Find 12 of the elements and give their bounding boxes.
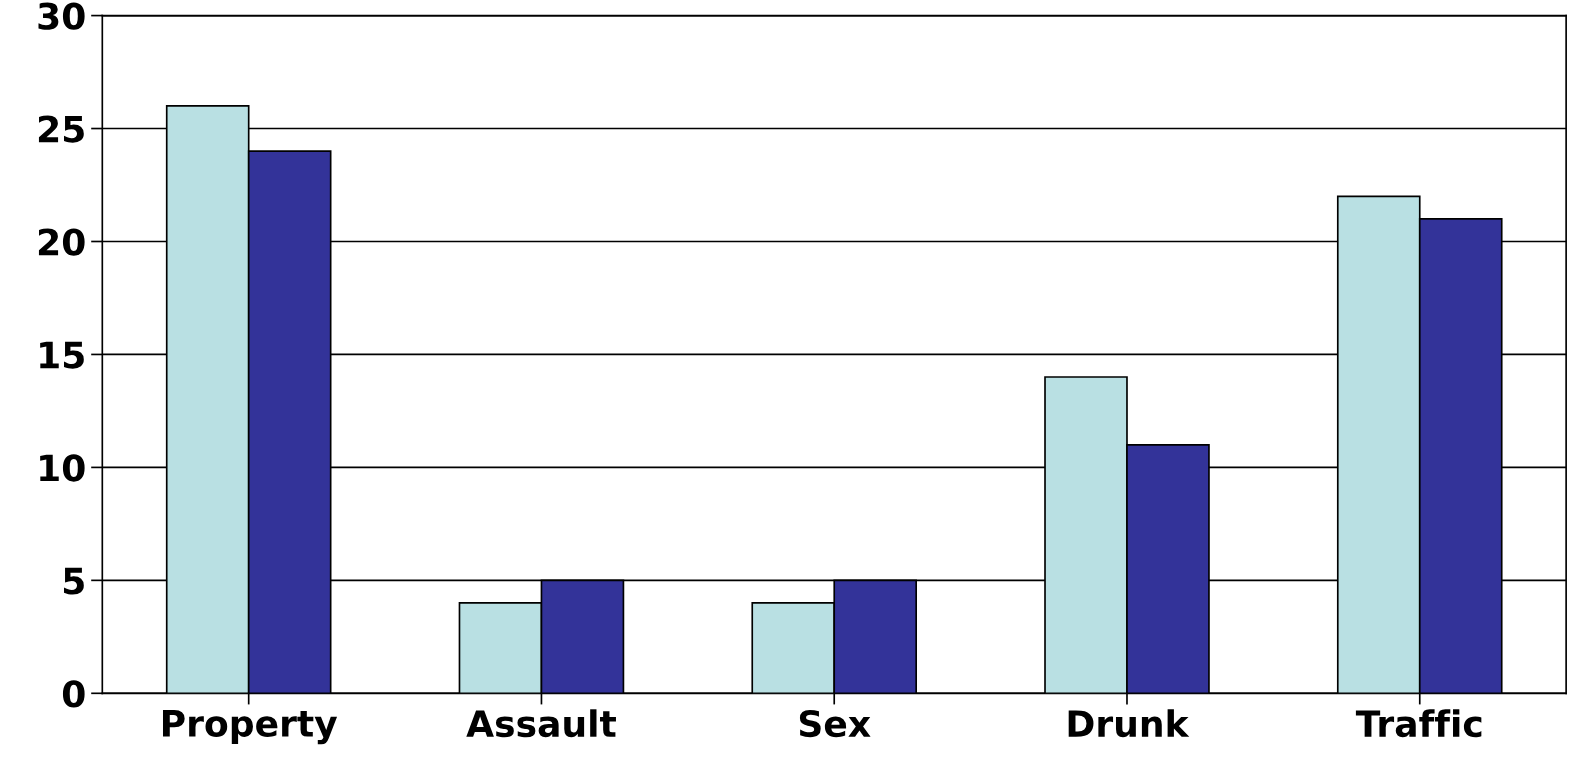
y-tick-label: 10: [40, 454, 85, 482]
y-tick-label: 5: [64, 567, 84, 595]
y-tick-label: 30: [38, 2, 85, 30]
x-tick-label: Assault: [466, 709, 616, 738]
x-tick-label: Traffic: [1355, 709, 1482, 738]
y-tick-label: 0: [62, 680, 85, 708]
x-tick-label: Sex: [799, 709, 871, 738]
y-tick-label: 20: [38, 228, 85, 256]
x-tick-label: Property: [162, 710, 338, 745]
y-tick-label: 15: [40, 341, 84, 369]
x-tick-label: Drunk: [1068, 709, 1190, 738]
y-tick-label: 25: [38, 115, 84, 143]
